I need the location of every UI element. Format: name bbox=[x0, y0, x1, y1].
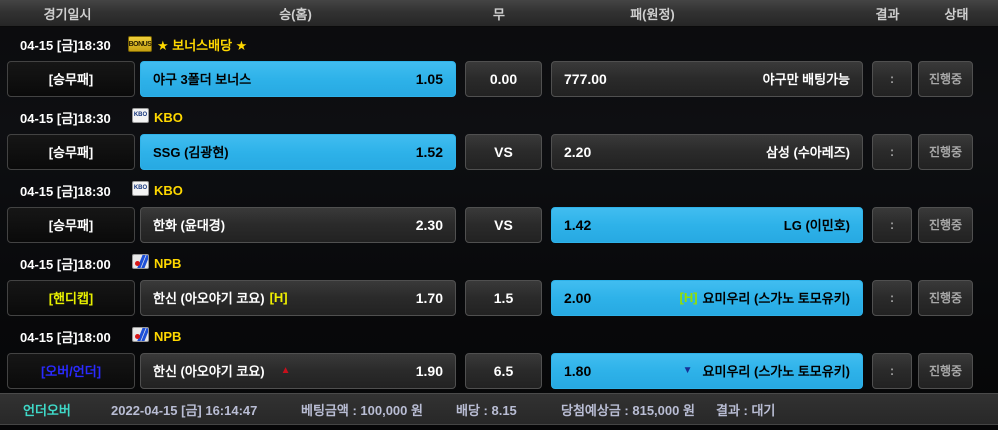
status-button[interactable]: 진행중 bbox=[918, 279, 973, 316]
home-odds-button[interactable]: 야구 3폴더 보너스 1.05 bbox=[140, 60, 456, 97]
bet-result: 결과 : 대기 bbox=[716, 402, 776, 418]
home-odds-value: 1.05 bbox=[415, 70, 443, 87]
home-odds-button[interactable]: 한신 (아오야기 코요) [H] 1.70 bbox=[140, 279, 456, 316]
bet-slip-summary-bar: 언더오버 2022-04-15 [금] 16:14:47 베팅금액 : 100,… bbox=[0, 393, 998, 425]
bet-type-button[interactable]: [핸디캡] bbox=[7, 279, 135, 316]
bet-timestamp: 2022-04-15 [금] 16:14:47 bbox=[111, 402, 258, 418]
bet-type-button[interactable]: [오버/언더] bbox=[7, 352, 135, 389]
bet-odds: 배당 : 8.15 bbox=[456, 402, 517, 418]
away-odds-value: 2.00 bbox=[564, 289, 592, 306]
col-header-draw: 무 bbox=[493, 6, 505, 22]
away-odds-button[interactable]: 777.00 야구만 배팅가능 bbox=[551, 60, 863, 97]
home-odds-button[interactable]: 한화 (윤대경) 2.30 bbox=[140, 206, 456, 243]
column-header: 경기일시 승(홈) 무 패(원정) 결과 상태 bbox=[0, 0, 998, 27]
status-button[interactable]: 진행중 bbox=[918, 352, 973, 389]
draw-odds-button[interactable]: 0.00 bbox=[465, 60, 542, 97]
home-team-name: 한신 (아오야기 코요) bbox=[153, 364, 265, 379]
away-odds-value: 777.00 bbox=[564, 70, 607, 87]
draw-odds-button[interactable]: VS bbox=[465, 133, 542, 170]
expected-winnings: 당첨예상금 : 815,000 원 bbox=[561, 402, 695, 418]
match-datetime: 04-15 [금]18:00 bbox=[20, 256, 111, 272]
away-odds-button[interactable]: 1.80 ▼ 요미우리 (스가노 토모유키) bbox=[551, 352, 863, 389]
result-button[interactable]: : bbox=[872, 279, 912, 316]
col-header-status: 상태 bbox=[944, 6, 969, 22]
status-button[interactable]: 진행중 bbox=[918, 60, 973, 97]
bonus-icon: BONUS bbox=[128, 36, 152, 52]
match-datetime: 04-15 [금]18:30 bbox=[20, 37, 111, 53]
result-button[interactable]: : bbox=[872, 133, 912, 170]
odds-down-marker: ▼ bbox=[682, 364, 693, 376]
match-group: 04-15 [금]18:30 BONUS ★ 보너스배당 ★ [승무패] 야구 … bbox=[0, 27, 998, 100]
match-group: 04-15 [금]18:00 NPB [오버/언더] 한신 (아오야기 코요) ▲… bbox=[0, 319, 998, 392]
match-datetime: 04-15 [금]18:30 bbox=[20, 110, 111, 126]
col-header-home: 승(홈) bbox=[279, 6, 312, 22]
home-odds-value: 2.30 bbox=[415, 216, 443, 233]
league-name: NPB bbox=[154, 255, 182, 271]
odds-up-marker: ▲ bbox=[280, 364, 291, 376]
result-button[interactable]: : bbox=[872, 206, 912, 243]
status-button[interactable]: 진행중 bbox=[918, 206, 973, 243]
col-header-away: 패(원정) bbox=[630, 6, 675, 22]
away-odds-value: 2.20 bbox=[564, 143, 592, 160]
handicap-tag: [H] bbox=[269, 290, 288, 305]
bet-type-button[interactable]: [승무패] bbox=[7, 133, 135, 170]
home-team-name: 야구 3폴더 보너스 bbox=[153, 72, 252, 87]
bet-market-label: 언더오버 bbox=[23, 402, 71, 418]
home-odds-button[interactable]: SSG (김광현) 1.52 bbox=[140, 133, 456, 170]
match-group: 04-15 [금]18:00 NPB [핸디캡] 한신 (아오야기 코요) [H]… bbox=[0, 246, 998, 319]
home-odds-value: 1.52 bbox=[415, 143, 443, 160]
away-team-name: LG (이민호) bbox=[783, 218, 850, 233]
home-odds-value: 1.70 bbox=[415, 289, 443, 306]
result-button[interactable]: : bbox=[872, 352, 912, 389]
draw-odds-button[interactable]: VS bbox=[465, 206, 542, 243]
home-odds-value: 1.90 bbox=[415, 362, 443, 379]
league-name: ★ 보너스배당 ★ bbox=[157, 37, 248, 53]
away-team-name: 요미우리 (스가노 토모유키) bbox=[702, 291, 850, 306]
away-odds-button[interactable]: 1.42 LG (이민호) bbox=[551, 206, 863, 243]
home-team-name: SSG (김광현) bbox=[153, 145, 229, 160]
draw-odds-button[interactable]: 1.5 bbox=[465, 279, 542, 316]
away-team-name: 야구만 배팅가능 bbox=[762, 72, 850, 87]
league-name: KBO bbox=[154, 109, 183, 125]
away-odds-button[interactable]: 2.20 삼성 (수아레즈) bbox=[551, 133, 863, 170]
away-team-name: 삼성 (수아레즈) bbox=[765, 145, 850, 160]
npb-icon bbox=[132, 326, 149, 342]
kbo-icon: KBO bbox=[132, 180, 149, 196]
match-datetime: 04-15 [금]18:30 bbox=[20, 183, 111, 199]
match-group: 04-15 [금]18:30 KBO KBO [승무패] SSG (김광현) 1… bbox=[0, 100, 998, 173]
bet-type-button[interactable]: [승무패] bbox=[7, 60, 135, 97]
npb-icon bbox=[132, 253, 149, 269]
away-odds-value: 1.42 bbox=[564, 216, 592, 233]
bet-amount: 베팅금액 : 100,000 원 bbox=[301, 402, 423, 418]
kbo-icon: KBO bbox=[132, 107, 149, 123]
home-team-name: 한신 (아오야기 코요) bbox=[153, 291, 265, 306]
home-odds-button[interactable]: 한신 (아오야기 코요) ▲ 1.90 bbox=[140, 352, 456, 389]
league-name: KBO bbox=[154, 182, 183, 198]
status-button[interactable]: 진행중 bbox=[918, 133, 973, 170]
handicap-tag: [H] bbox=[679, 290, 698, 305]
draw-odds-button[interactable]: 6.5 bbox=[465, 352, 542, 389]
home-team-name: 한화 (윤대경) bbox=[153, 218, 226, 233]
away-odds-value: 1.80 bbox=[564, 362, 592, 379]
match-datetime: 04-15 [금]18:00 bbox=[20, 329, 111, 345]
col-header-result: 결과 bbox=[875, 6, 900, 22]
bet-type-button[interactable]: [승무패] bbox=[7, 206, 135, 243]
away-team-name: 요미우리 (스가노 토모유키) bbox=[702, 364, 850, 379]
result-button[interactable]: : bbox=[872, 60, 912, 97]
league-name: NPB bbox=[154, 328, 182, 344]
away-odds-button[interactable]: 2.00 [H] 요미우리 (스가노 토모유키) bbox=[551, 279, 863, 316]
col-header-datetime: 경기일시 bbox=[43, 6, 92, 22]
match-group: 04-15 [금]18:30 KBO KBO [승무패] 한화 (윤대경) 2.… bbox=[0, 173, 998, 246]
